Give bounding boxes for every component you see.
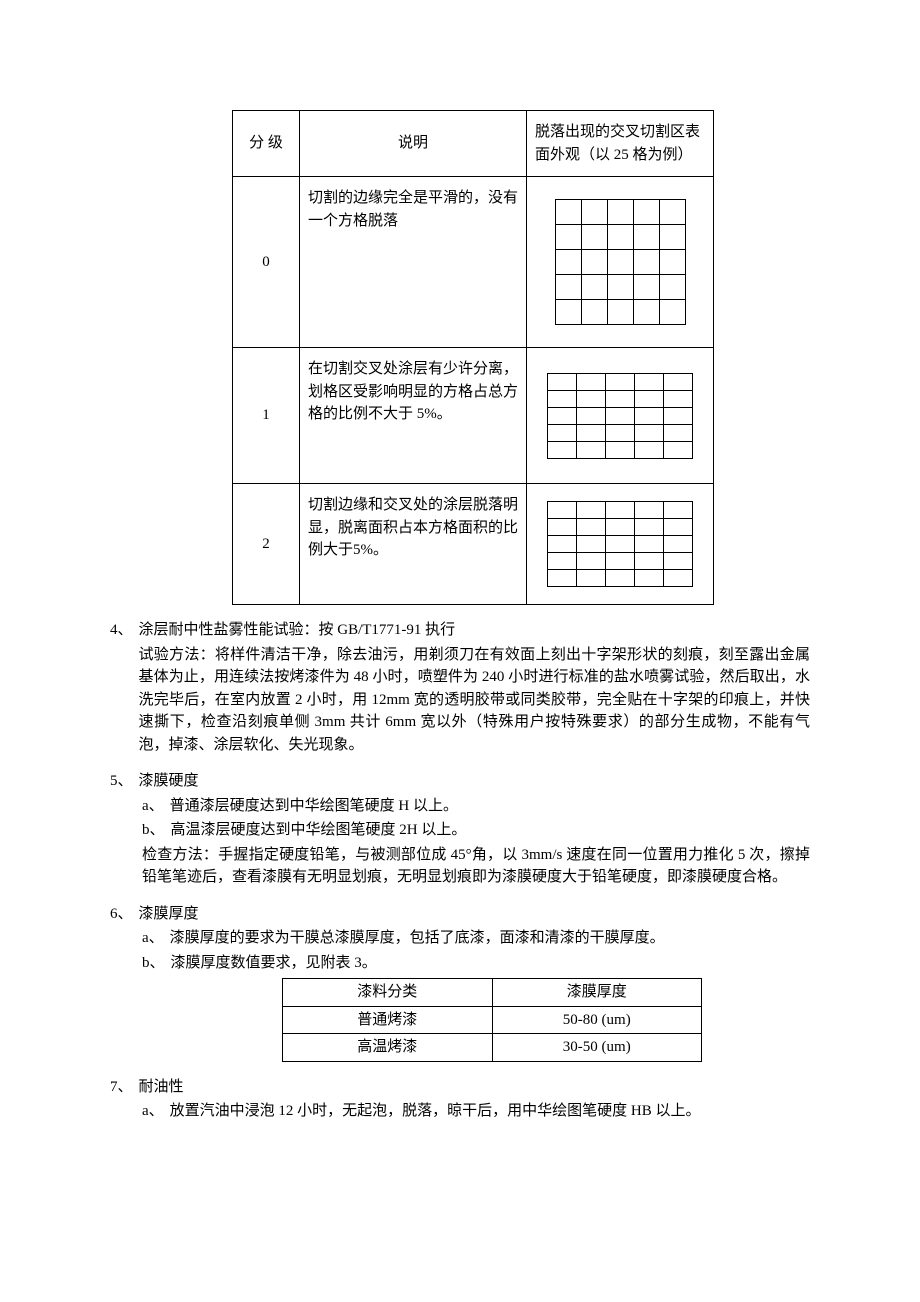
grading-table: 分 级 说明 脱落出现的交叉切割区表面外观（以 25 格为例） 0切割的边缘完全… — [232, 110, 714, 605]
thickness-header-category: 漆料分类 — [283, 979, 493, 1007]
thickness-row-1-category: 高温烤漆 — [283, 1034, 493, 1062]
header-appearance: 脱落出现的交叉切割区表面外观（以 25 格为例） — [527, 111, 714, 177]
grading-row-0-description: 切割的边缘完全是平滑的，没有一个方格脱落 — [300, 177, 527, 348]
section-5-item-b: b、 高温漆层硬度达到中华绘图笔硬度 2H 以上。 — [142, 819, 810, 842]
section-6-item-b-label: b、 — [142, 952, 165, 975]
thickness-header-value: 漆膜厚度 — [492, 979, 702, 1007]
section-6-number: 6、 — [110, 903, 133, 926]
grading-row-0: 0切割的边缘完全是平滑的，没有一个方格脱落 — [233, 177, 714, 348]
grading-row-0-level: 0 — [233, 177, 300, 348]
document-page: 分 级 说明 脱落出现的交叉切割区表面外观（以 25 格为例） 0切割的边缘完全… — [0, 0, 920, 1302]
section-4-number: 4、 — [110, 619, 133, 756]
section-5-method: 检查方法：手握指定硬度铅笔，与被测部位成 45°角，以 3mm/s 速度在同一位… — [142, 844, 810, 889]
thickness-row-1-value: 30-50 (um) — [492, 1034, 702, 1062]
section-5-title: 漆膜硬度 — [139, 770, 810, 793]
thickness-row-0-value: 50-80 (um) — [492, 1006, 702, 1034]
thickness-table: 漆料分类 漆膜厚度 普通烤漆 50-80 (um) 高温烤漆 30-50 (um… — [282, 978, 702, 1062]
grading-header-row: 分 级 说明 脱落出现的交叉切割区表面外观（以 25 格为例） — [233, 111, 714, 177]
section-5-item-a: a、 普通漆层硬度达到中华绘图笔硬度 H 以上。 — [142, 795, 810, 818]
section-6-title: 漆膜厚度 — [139, 903, 810, 926]
thickness-row-0-category: 普通烤漆 — [283, 1006, 493, 1034]
section-7-items: a、 放置汽油中浸泡 12 小时，无起泡，脱落，晾干后，用中华绘图笔硬度 HB … — [142, 1100, 810, 1123]
section-5-item-b-label: b、 — [142, 819, 165, 842]
section-6-item-b-text: 漆膜厚度数值要求，见附表 3。 — [171, 952, 377, 975]
grading-row-2-level: 2 — [233, 484, 300, 605]
grading-row-2: 2切割边缘和交叉处的涂层脱落明显，脱离面积占本方格面积的比例大于5%。 — [233, 484, 714, 605]
section-4-title: 涂层耐中性盐雾性能试验：按 GB/T1771-91 执行 — [139, 619, 810, 642]
section-6-items: a、 漆膜厚度的要求为干膜总漆膜厚度，包括了底漆，面漆和清漆的干膜厚度。 b、 … — [142, 927, 810, 1062]
section-7-title: 耐油性 — [139, 1076, 810, 1099]
section-7-number: 7、 — [110, 1076, 133, 1099]
section-6: 6、 漆膜厚度 — [110, 903, 810, 926]
section-7-item-a-label: a、 — [142, 1100, 164, 1123]
grading-row-1-description: 在切割交叉处涂层有少许分离，划格区受影响明显的方格占总方格的比例不大于 5%。 — [300, 348, 527, 484]
section-4-body: 涂层耐中性盐雾性能试验：按 GB/T1771-91 执行 试验方法：将样件清洁干… — [139, 619, 810, 756]
thickness-row-0: 普通烤漆 50-80 (um) — [283, 1006, 702, 1034]
section-5-number: 5、 — [110, 770, 133, 793]
section-7-item-a: a、 放置汽油中浸泡 12 小时，无起泡，脱落，晾干后，用中华绘图笔硬度 HB … — [142, 1100, 810, 1123]
thickness-header-row: 漆料分类 漆膜厚度 — [283, 979, 702, 1007]
section-5: 5、 漆膜硬度 — [110, 770, 810, 793]
appearance-grid-2 — [547, 501, 693, 587]
section-5-item-a-label: a、 — [142, 795, 164, 818]
grading-row-1: 1在切割交叉处涂层有少许分离，划格区受影响明显的方格占总方格的比例不大于 5%。 — [233, 348, 714, 484]
section-5-item-b-text: 高温漆层硬度达到中华绘图笔硬度 2H 以上。 — [171, 819, 467, 842]
grading-table-body: 0切割的边缘完全是平滑的，没有一个方格脱落1在切割交叉处涂层有少许分离，划格区受… — [233, 177, 714, 605]
section-6-item-a-text: 漆膜厚度的要求为干膜总漆膜厚度，包括了底漆，面漆和清漆的干膜厚度。 — [170, 927, 665, 950]
grading-row-2-appearance — [527, 484, 714, 605]
section-4-text: 试验方法：将样件清洁干净，除去油污，用剃须刀在有效面上刻出十字架形状的刻痕，刻至… — [139, 644, 810, 757]
section-6-body: 漆膜厚度 — [139, 903, 810, 926]
section-6-item-a: a、 漆膜厚度的要求为干膜总漆膜厚度，包括了底漆，面漆和清漆的干膜厚度。 — [142, 927, 810, 950]
grading-row-2-description: 切割边缘和交叉处的涂层脱落明显，脱离面积占本方格面积的比例大于5%。 — [300, 484, 527, 605]
header-level: 分 级 — [233, 111, 300, 177]
section-6-item-b: b、 漆膜厚度数值要求，见附表 3。 — [142, 952, 810, 975]
grading-row-1-appearance — [527, 348, 714, 484]
grading-row-0-appearance — [527, 177, 714, 348]
thickness-row-1: 高温烤漆 30-50 (um) — [283, 1034, 702, 1062]
section-4: 4、 涂层耐中性盐雾性能试验：按 GB/T1771-91 执行 试验方法：将样件… — [110, 619, 810, 756]
section-5-items: a、 普通漆层硬度达到中华绘图笔硬度 H 以上。 b、 高温漆层硬度达到中华绘图… — [142, 795, 810, 889]
header-description: 说明 — [300, 111, 527, 177]
section-5-body: 漆膜硬度 — [139, 770, 810, 793]
appearance-grid-1 — [547, 373, 693, 459]
grading-row-1-level: 1 — [233, 348, 300, 484]
section-6-item-a-label: a、 — [142, 927, 164, 950]
section-7-item-a-text: 放置汽油中浸泡 12 小时，无起泡，脱落，晾干后，用中华绘图笔硬度 HB 以上。 — [170, 1100, 701, 1123]
appearance-grid-0 — [555, 199, 686, 325]
section-5-item-a-text: 普通漆层硬度达到中华绘图笔硬度 H 以上。 — [170, 795, 458, 818]
section-7: 7、 耐油性 — [110, 1076, 810, 1099]
section-7-body: 耐油性 — [139, 1076, 810, 1099]
